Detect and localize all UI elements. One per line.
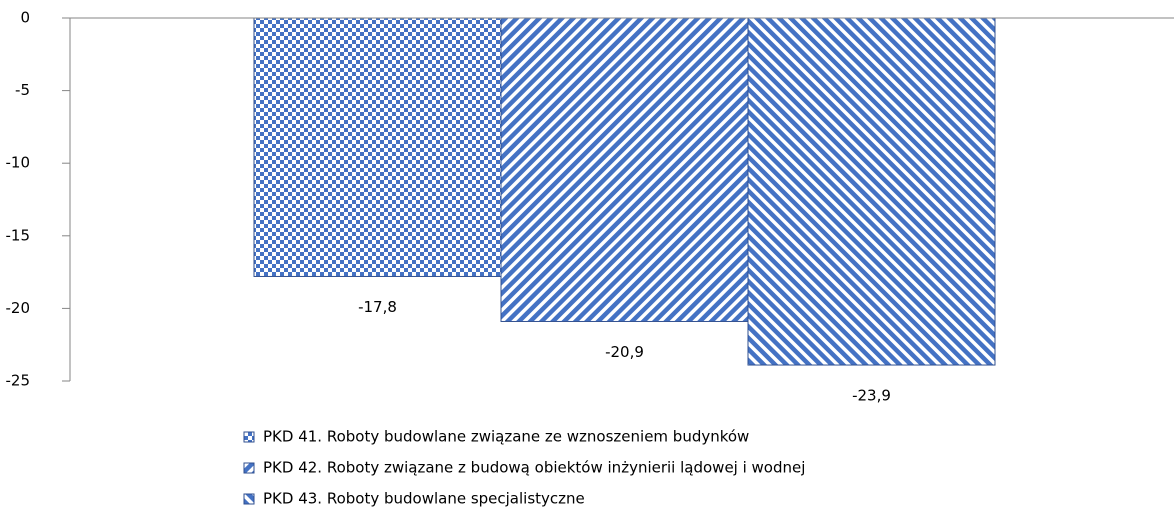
legend-label: PKD 43. Roboty budowlane specjalistyczne — [263, 490, 585, 508]
legend-label: PKD 42. Roboty związane z budową obiektó… — [263, 459, 805, 477]
legend-marker — [243, 431, 255, 443]
bar — [747, 17, 996, 366]
legend-label: PKD 41. Roboty budowlane związane ze wzn… — [263, 428, 749, 446]
bar — [253, 17, 502, 277]
y-tick-label: -10 — [6, 154, 31, 172]
y-tick-label: -20 — [6, 299, 31, 317]
legend-marker — [243, 462, 255, 474]
y-tick-label: -5 — [15, 81, 30, 99]
y-tick-label: -15 — [6, 226, 31, 244]
legend-marker — [243, 493, 255, 505]
value-label: -23,9 — [852, 387, 891, 405]
y-tick-label: 0 — [20, 9, 30, 27]
value-label: -20,9 — [605, 343, 644, 361]
bar — [500, 17, 749, 322]
value-label: -17,8 — [358, 298, 397, 316]
y-tick-label: -25 — [6, 372, 31, 390]
